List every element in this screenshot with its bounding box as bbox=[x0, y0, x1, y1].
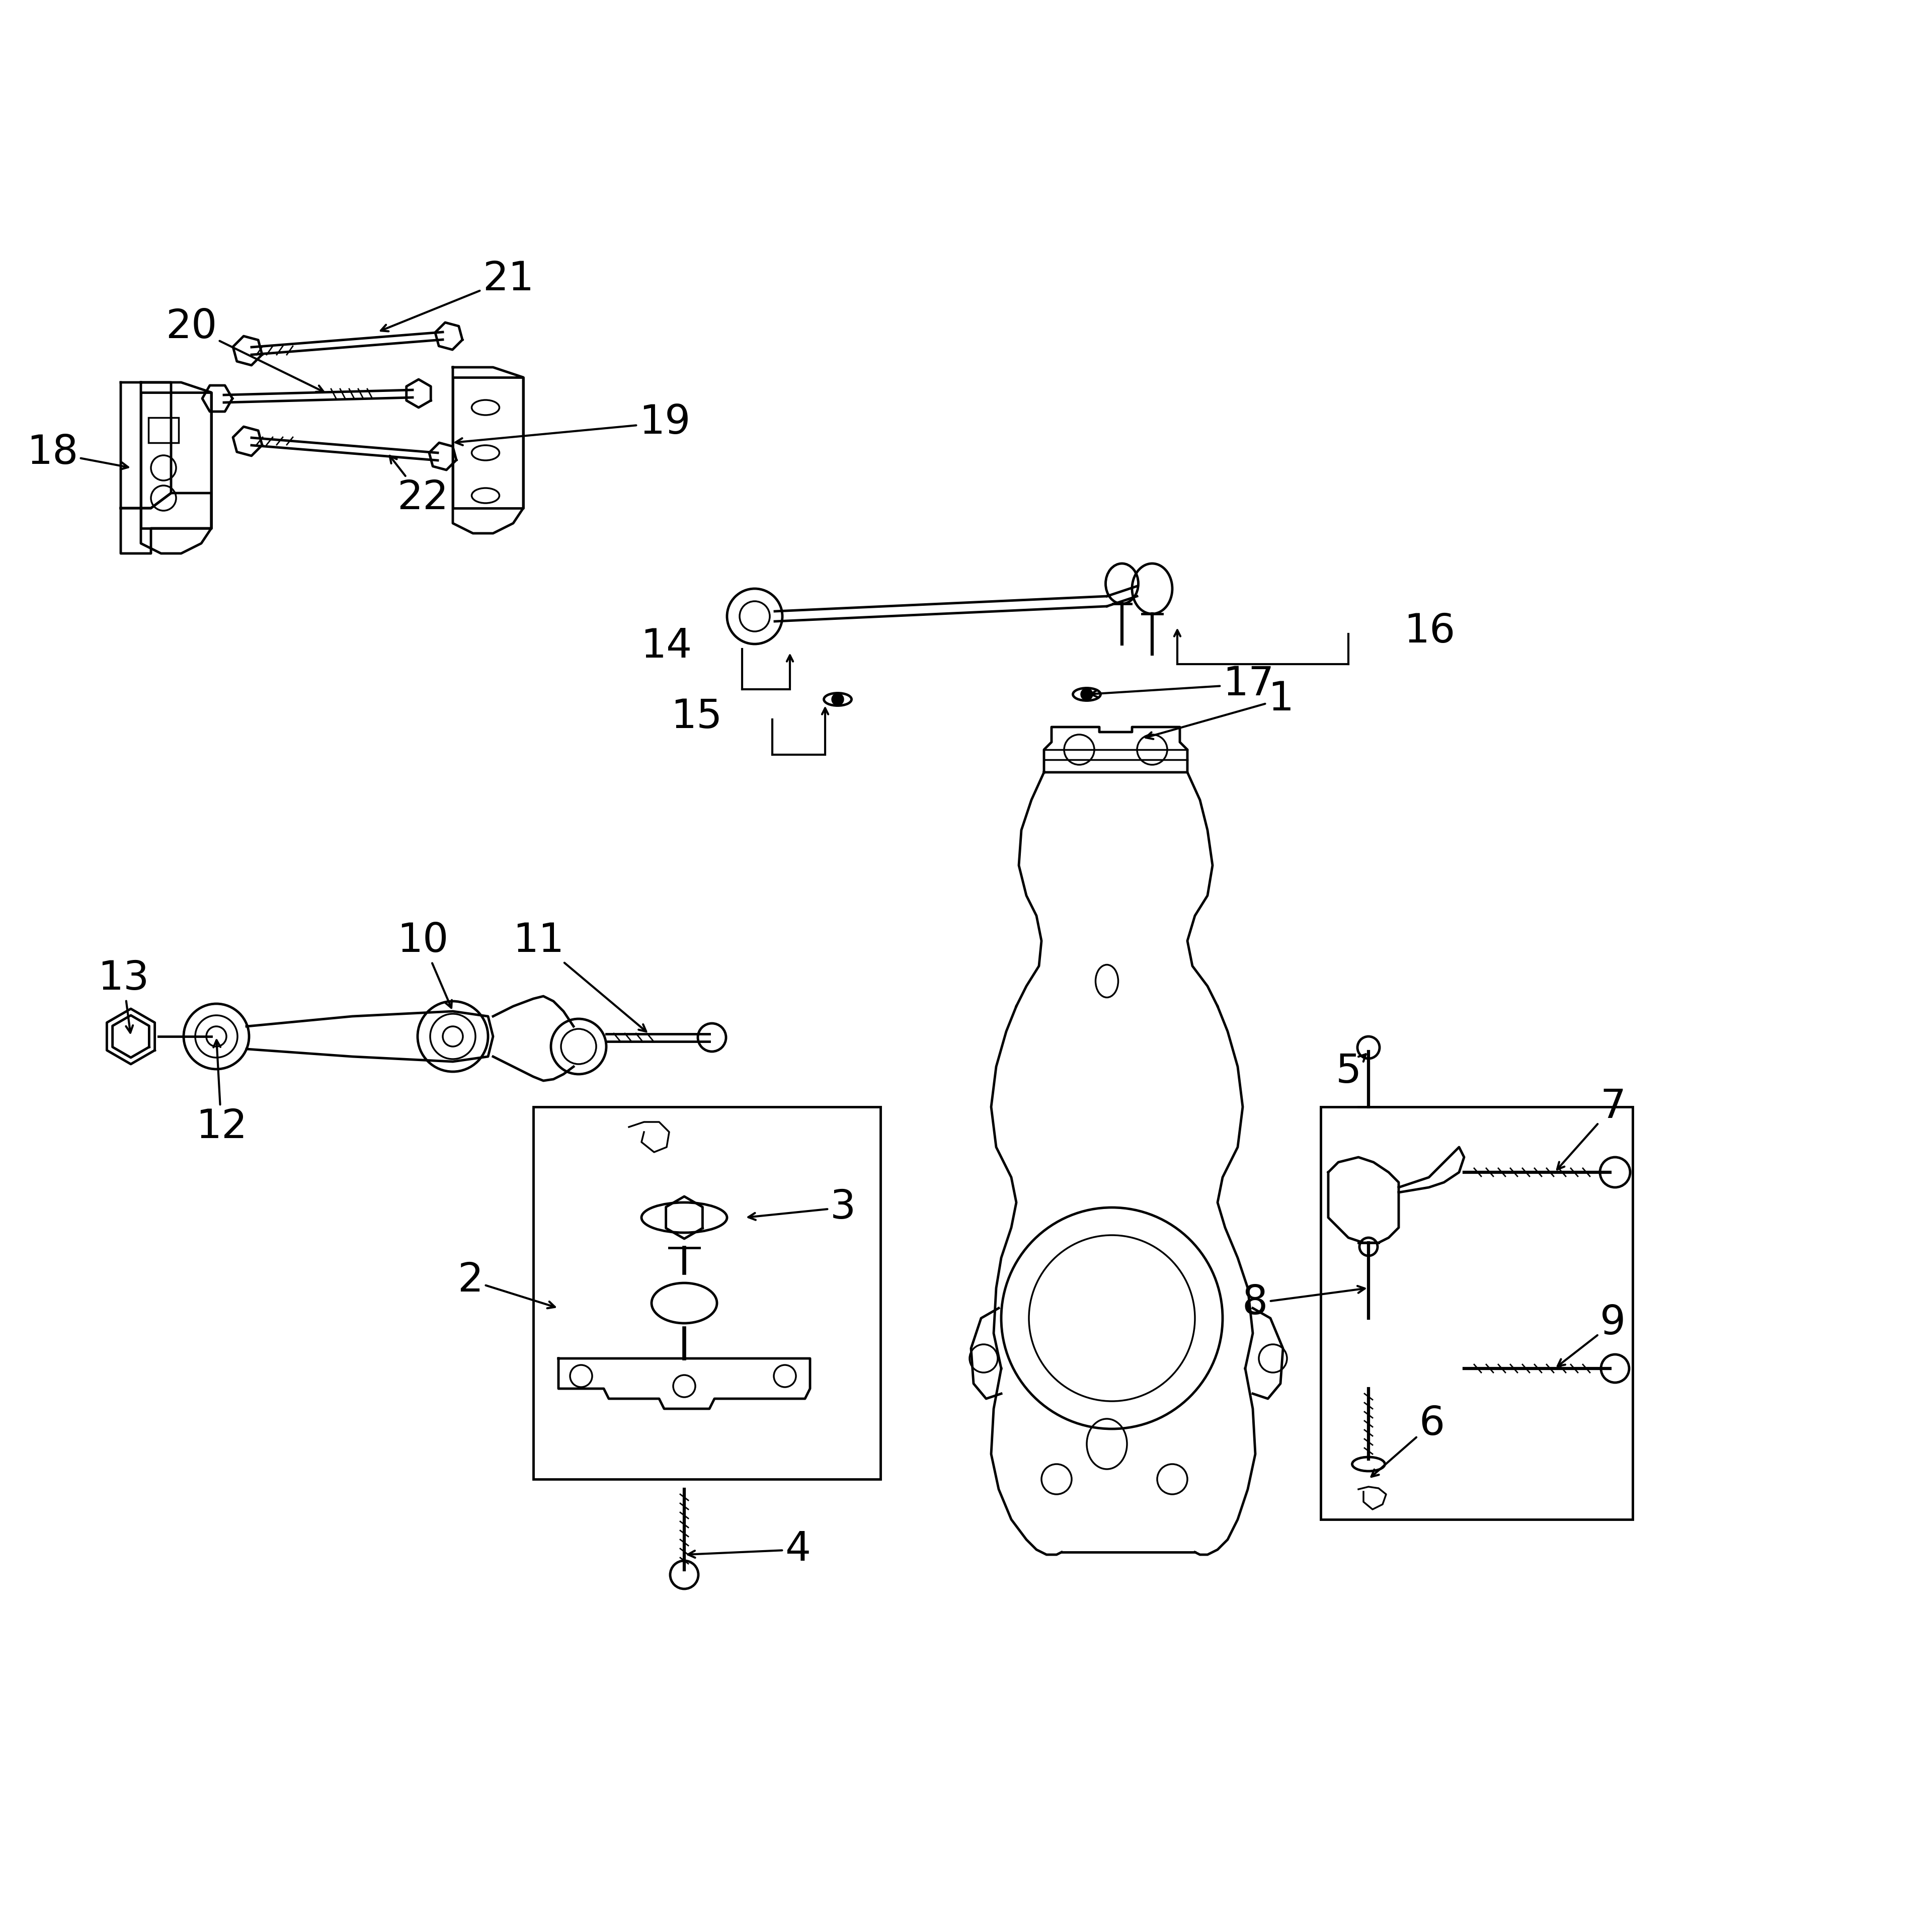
Circle shape bbox=[831, 694, 844, 705]
Text: 8: 8 bbox=[1242, 1283, 1364, 1323]
Text: 1: 1 bbox=[1146, 680, 1294, 740]
Text: 19: 19 bbox=[456, 404, 690, 444]
Text: 15: 15 bbox=[670, 697, 723, 736]
Text: 11: 11 bbox=[512, 922, 645, 1032]
Text: 7: 7 bbox=[1557, 1088, 1625, 1169]
Text: 3: 3 bbox=[748, 1188, 856, 1227]
Text: 16: 16 bbox=[1405, 612, 1455, 651]
Bar bbox=[1321, 1107, 1633, 1519]
Bar bbox=[533, 1107, 881, 1480]
Text: 22: 22 bbox=[390, 456, 448, 518]
Circle shape bbox=[1080, 688, 1094, 701]
Text: 14: 14 bbox=[639, 626, 692, 667]
Text: 5: 5 bbox=[1335, 1053, 1366, 1092]
Text: 21: 21 bbox=[381, 259, 533, 330]
Text: 20: 20 bbox=[166, 307, 325, 392]
Text: 9: 9 bbox=[1557, 1304, 1625, 1366]
Text: 13: 13 bbox=[97, 958, 149, 1034]
Text: 10: 10 bbox=[396, 922, 452, 1009]
Text: 12: 12 bbox=[195, 1039, 247, 1146]
Bar bbox=[149, 417, 178, 442]
Text: 4: 4 bbox=[688, 1530, 811, 1569]
Text: 2: 2 bbox=[458, 1262, 554, 1308]
Text: 6: 6 bbox=[1372, 1405, 1445, 1476]
Text: 17: 17 bbox=[1090, 665, 1273, 703]
Text: 18: 18 bbox=[27, 433, 128, 473]
